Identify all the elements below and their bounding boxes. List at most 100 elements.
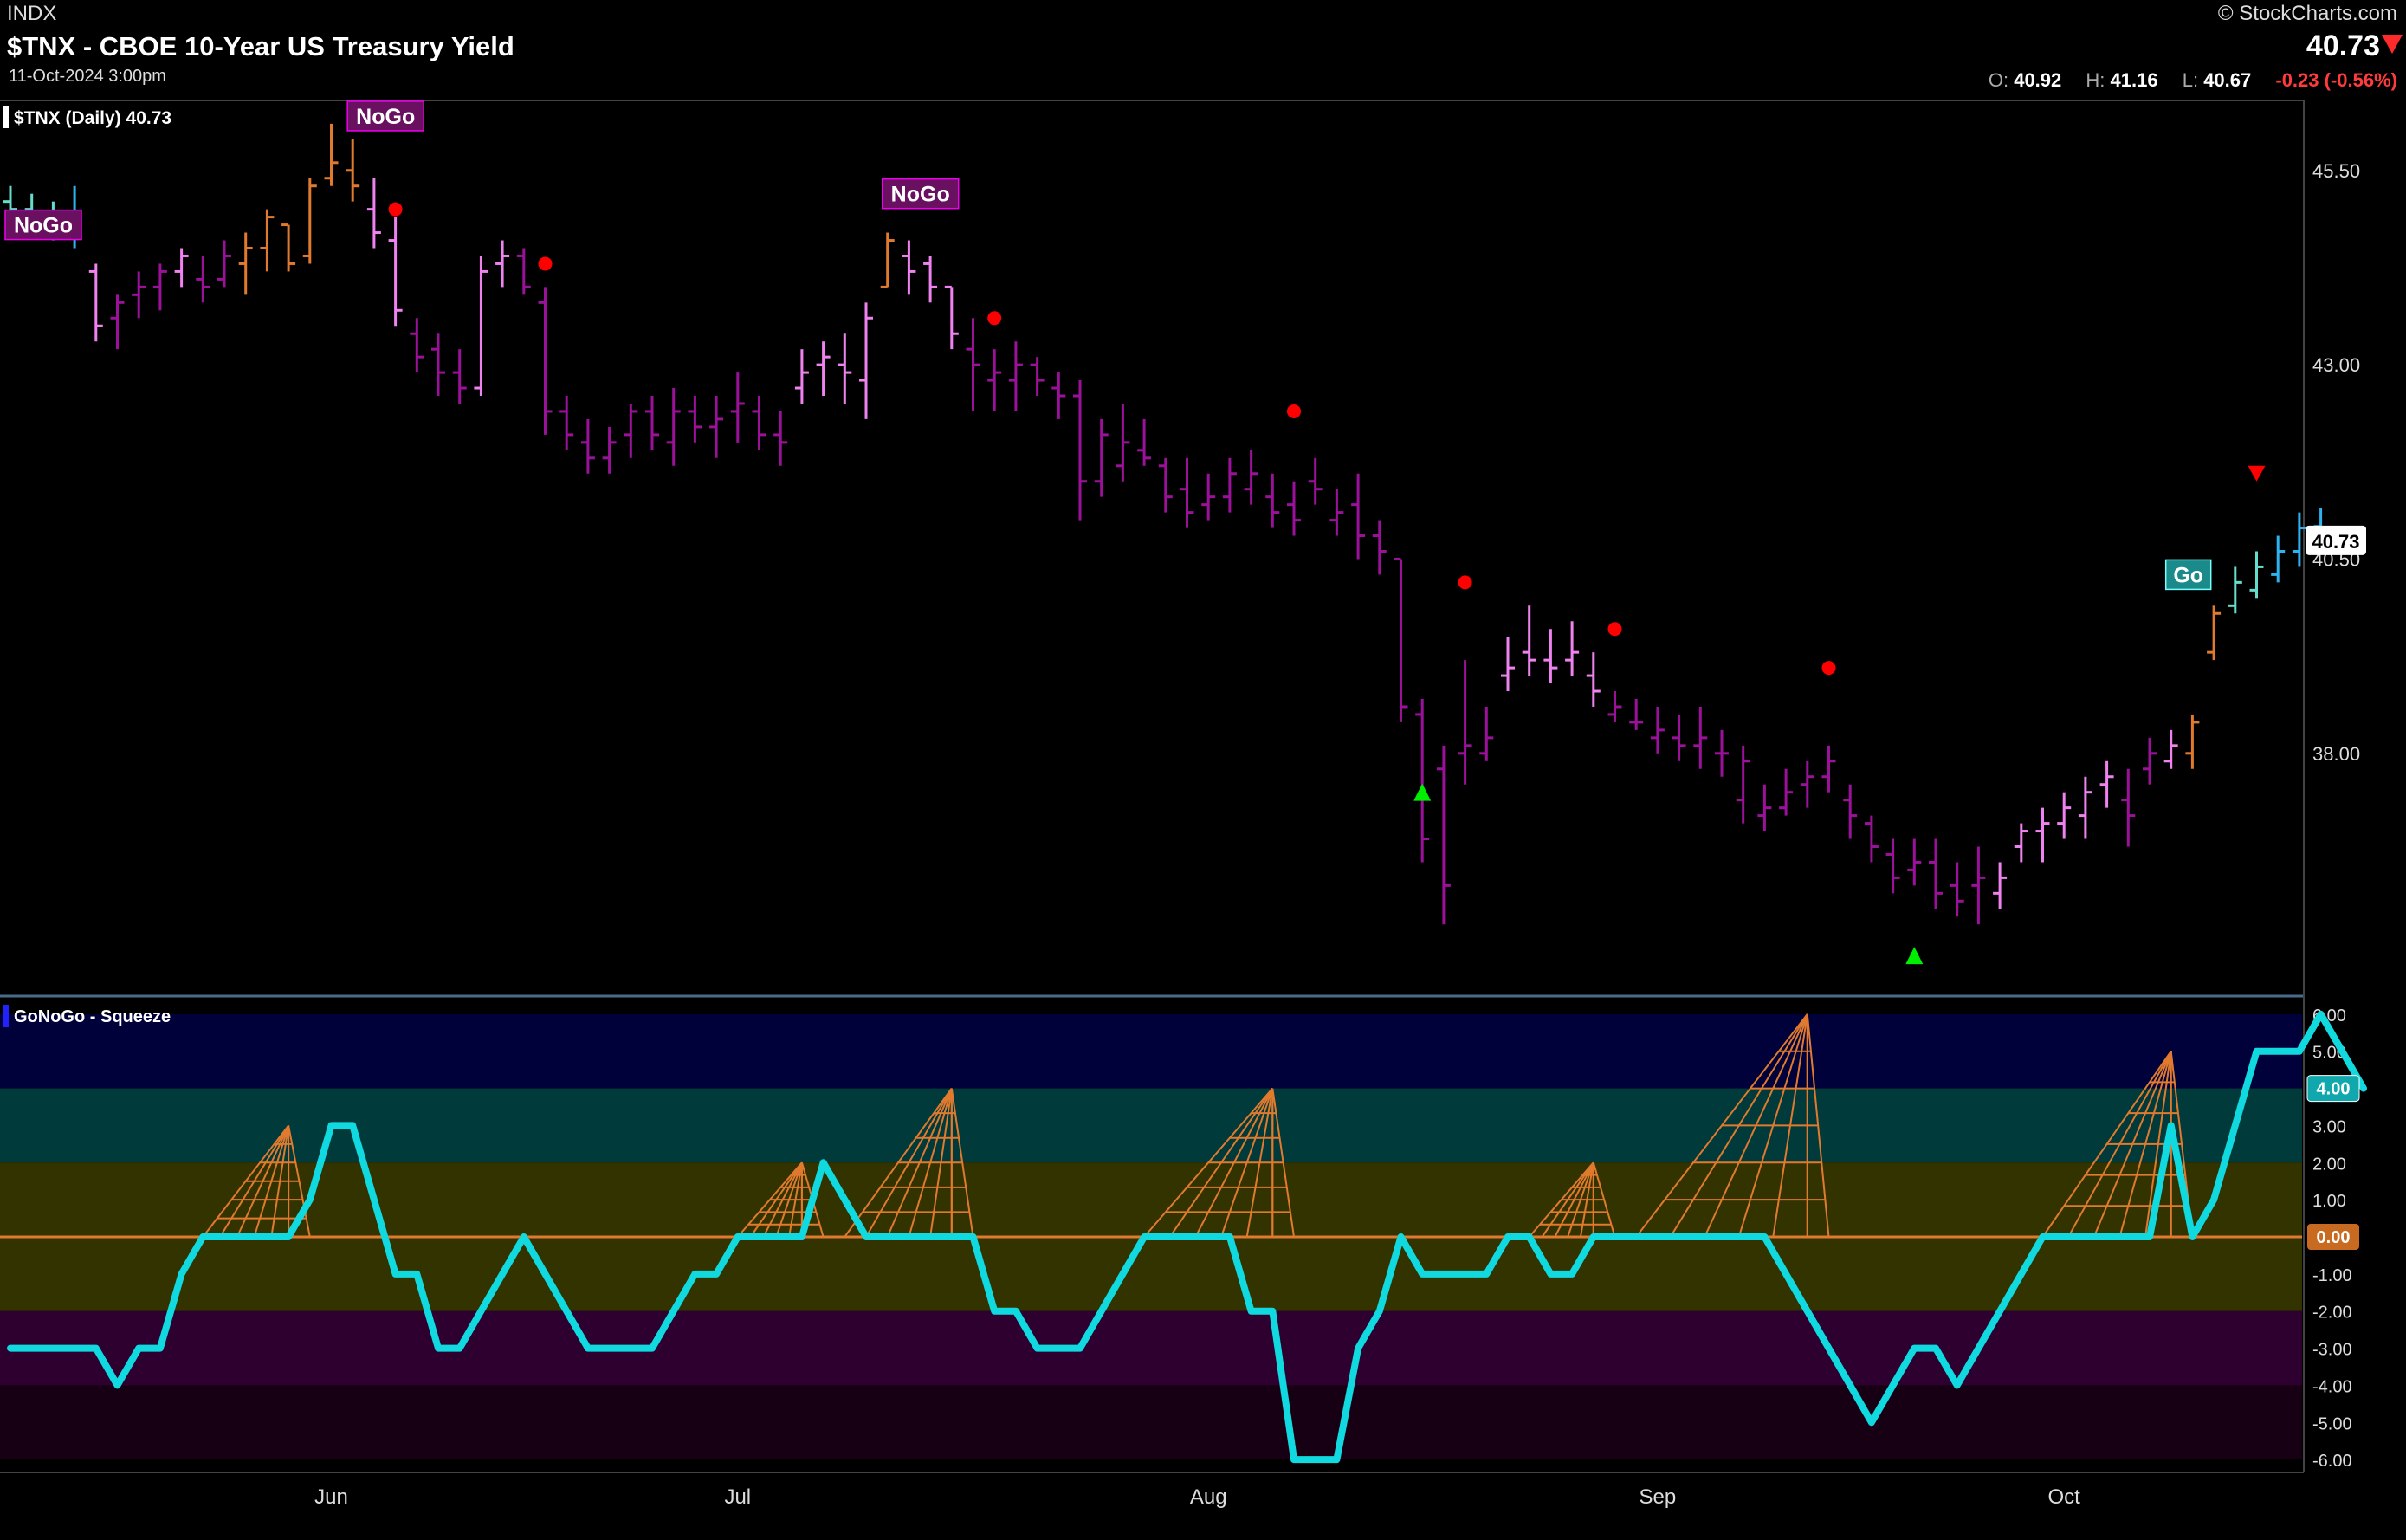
squeeze-grid-line (762, 1161, 803, 1238)
squeeze-grid-line (865, 1088, 953, 1238)
change-value: -0.23 (-0.56%) (2275, 69, 2397, 91)
nogo-badge (4, 209, 82, 241)
squeeze-grid-line (270, 1125, 290, 1238)
down-triangle-marker (2248, 465, 2266, 482)
squeeze-grid-line (1669, 1013, 1808, 1238)
squeeze-grid-line (1635, 1013, 1808, 1238)
squeeze-grid-line (1567, 1161, 1594, 1238)
squeeze-grid-line (236, 1125, 290, 1238)
down-dot-marker (1821, 661, 1836, 676)
oscillator-tick-label: -4.00 (2312, 1377, 2352, 1396)
price-legend-swatch (3, 106, 9, 128)
down-arrow-icon (2382, 35, 2403, 54)
squeeze-grid-line (1737, 1013, 1808, 1238)
chart-title: $TNX - CBOE 10-Year US Treasury Yield (7, 31, 514, 61)
squeeze-grid-line (202, 1124, 289, 1238)
squeeze-grid-line (219, 1124, 289, 1238)
squeeze-grid-line (749, 1161, 803, 1238)
squeeze-grid-line (1806, 1013, 1830, 1238)
chart-date: 11-Oct-2024 3:00pm (9, 67, 166, 86)
x-tick-label: Sep (1640, 1485, 1677, 1509)
x-tick-label: Aug (1190, 1485, 1227, 1509)
squeeze-grid-line (2144, 1051, 2172, 1238)
oscillator-tick-label: -5.00 (2312, 1414, 2352, 1433)
down-dot-marker (987, 311, 1002, 326)
oscillator-value-badge (2306, 1075, 2360, 1103)
oscillator-zone-4 (0, 1385, 2302, 1460)
squeeze-grid-line (2067, 1051, 2172, 1238)
last-price: 40.73 (2306, 29, 2380, 62)
squeeze-grid-line (1541, 1161, 1594, 1238)
zero-value-badge (2307, 1224, 2359, 1250)
oscillator-value-badge-text: 4.00 (2317, 1080, 2351, 1099)
x-tick-label: Jun (314, 1485, 348, 1509)
high-label: H: (2086, 69, 2105, 91)
squeeze-grid-line (844, 1087, 953, 1238)
oscillator-tick-label: -3.00 (2312, 1341, 2352, 1360)
nogo-badge-label: NoGo (891, 183, 950, 207)
nogo-badge-label: NoGo (14, 214, 73, 238)
squeeze-grid-line (2092, 1051, 2172, 1238)
up-triangle-marker (1413, 783, 1432, 801)
oscillator-tick-label: -1.00 (2312, 1266, 2352, 1285)
squeeze-grid-line (788, 1162, 803, 1238)
go-badge (2164, 559, 2212, 591)
price-tick-label: 38.00 (2312, 743, 2360, 765)
squeeze-grid-line (775, 1161, 803, 1238)
x-tick-label: Oct (2048, 1485, 2081, 1509)
squeeze-grid-line (1579, 1162, 1594, 1238)
price-tick-label: 45.50 (2312, 160, 2360, 182)
last-price-badge-text: 40.73 (2312, 531, 2359, 553)
squeeze-grid-line (950, 1088, 974, 1238)
open-value: 40.92 (2014, 69, 2062, 91)
oscillator-zone-1 (0, 1088, 2302, 1163)
squeeze-grid-line (288, 1125, 311, 1238)
price-tick-label: 43.00 (2312, 354, 2360, 376)
oscillator-panel-title: GoNoGo - Squeeze (14, 1007, 171, 1026)
squeeze-grid-line (1143, 1087, 1274, 1238)
nogo-badge-label: NoGo (356, 105, 415, 129)
oscillator-zone-0 (0, 1013, 2302, 1089)
down-dot-marker (1458, 575, 1472, 590)
oscillator-tick-label: 3.00 (2312, 1117, 2346, 1136)
squeeze-grid-line (886, 1088, 953, 1238)
squeeze-grid-line (1220, 1088, 1274, 1238)
ohlc-readout: O: 40.92 H: 41.16 L: 40.67 -0.23 (-0.56%… (1989, 69, 2397, 92)
high-value: 41.16 (2110, 69, 2158, 91)
open-label: O: (1988, 69, 2009, 91)
squeeze-grid-line (1772, 1013, 1808, 1238)
oscillator-zone-3 (0, 1310, 2302, 1386)
oscillator-tick-label: -2.00 (2312, 1304, 2352, 1323)
squeeze-grid-line (1245, 1088, 1274, 1238)
x-tick-label: Jul (724, 1485, 751, 1509)
exchange-label: INDX (7, 2, 57, 25)
oscillator-tick-label: 1.00 (2312, 1192, 2346, 1211)
oscillator-legend-swatch (3, 1005, 9, 1027)
squeeze-grid-line (1528, 1161, 1594, 1238)
squeeze-grid-line (908, 1088, 953, 1238)
stockcharts-brand[interactable]: © StockCharts.com (2217, 2, 2397, 25)
squeeze-grid-line (929, 1088, 953, 1238)
down-dot-marker (538, 256, 553, 271)
oscillator-line (7, 1010, 2367, 1464)
squeeze-grid-line (1704, 1013, 1808, 1238)
down-dot-marker (388, 202, 403, 217)
nogo-badge (346, 100, 424, 132)
oscillator-tick-label: -6.00 (2312, 1452, 2352, 1471)
squeeze-grid-line (737, 1161, 803, 1238)
squeeze-grid-line (2118, 1051, 2172, 1238)
zero-value-badge-text: 0.00 (2317, 1228, 2351, 1247)
low-value: 40.67 (2203, 69, 2252, 91)
nogo-badge (881, 178, 960, 210)
squeeze-grid-line (1271, 1088, 1295, 1238)
low-label: L: (2182, 69, 2199, 91)
price-panel-title: $TNX (Daily) 40.73 (14, 108, 171, 128)
up-triangle-marker (1905, 947, 1924, 965)
squeeze-grid-line (1592, 1162, 1616, 1238)
down-dot-marker (1287, 404, 1301, 418)
squeeze-grid-line (253, 1125, 290, 1238)
down-dot-marker (1607, 622, 1622, 637)
squeeze-grid-line (2041, 1051, 2172, 1238)
oscillator-tick-label: 2.00 (2312, 1155, 2346, 1174)
